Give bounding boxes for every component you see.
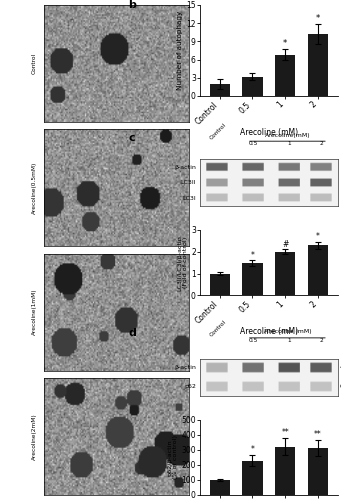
Text: Control: Control <box>209 320 227 338</box>
Text: 0.5: 0.5 <box>249 141 258 146</box>
Text: 1: 1 <box>288 338 291 343</box>
Y-axis label: LC3II/LC3I/β-actin
(Fold of control): LC3II/LC3I/β-actin (Fold of control) <box>177 234 188 290</box>
Text: p62: p62 <box>184 384 196 389</box>
Bar <box>209 274 230 295</box>
Bar <box>308 448 328 495</box>
Text: Arecoline(1mM): Arecoline(1mM) <box>32 289 37 336</box>
Text: c: c <box>129 133 135 143</box>
X-axis label: Arecoline (mM): Arecoline (mM) <box>240 327 298 336</box>
Bar <box>308 246 328 296</box>
Text: 43 KD: 43 KD <box>340 366 341 370</box>
Text: Arecoline(0.5mM): Arecoline(0.5mM) <box>32 162 37 214</box>
Bar <box>242 460 263 495</box>
Text: **: ** <box>314 430 322 439</box>
Text: LC3I: LC3I <box>182 196 196 200</box>
Bar <box>275 54 295 96</box>
Text: Arecoline (mM): Arecoline (mM) <box>264 329 311 334</box>
Text: Arecoline(2mM): Arecoline(2mM) <box>32 413 37 460</box>
Text: *: * <box>251 250 254 260</box>
Bar <box>275 446 295 495</box>
Text: 0.5: 0.5 <box>249 338 258 343</box>
Text: LC3II: LC3II <box>180 180 196 185</box>
Bar <box>209 84 230 96</box>
Bar <box>242 263 263 296</box>
Text: d: d <box>129 328 136 338</box>
Text: β-actin: β-actin <box>174 366 196 370</box>
Text: 43KD: 43KD <box>340 165 341 170</box>
Text: *: * <box>316 232 320 241</box>
Text: 62 KD: 62 KD <box>340 384 341 389</box>
Text: 18KD: 18KD <box>340 196 341 200</box>
Bar <box>209 480 230 495</box>
Bar <box>242 76 263 96</box>
Text: 2: 2 <box>319 141 323 146</box>
Text: Control: Control <box>209 122 227 141</box>
Text: **: ** <box>281 428 289 436</box>
Text: 1: 1 <box>288 141 291 146</box>
X-axis label: Arecoline (mM): Arecoline (mM) <box>240 128 298 136</box>
Text: #: # <box>282 240 288 248</box>
Y-axis label: p62/β-actin
(% of control): p62/β-actin (% of control) <box>168 436 178 480</box>
Text: *: * <box>283 39 287 48</box>
Text: Control: Control <box>32 53 37 74</box>
Text: *: * <box>316 14 320 23</box>
Bar <box>308 34 328 96</box>
Text: b: b <box>129 0 136 10</box>
Text: 2: 2 <box>319 338 323 343</box>
Text: Arecoline(mM): Arecoline(mM) <box>265 133 310 138</box>
Text: *: * <box>251 445 254 454</box>
Y-axis label: Number of autophagy: Number of autophagy <box>177 11 183 90</box>
Text: 16KD: 16KD <box>340 180 341 185</box>
Bar <box>275 252 295 296</box>
Text: β-actin: β-actin <box>174 165 196 170</box>
